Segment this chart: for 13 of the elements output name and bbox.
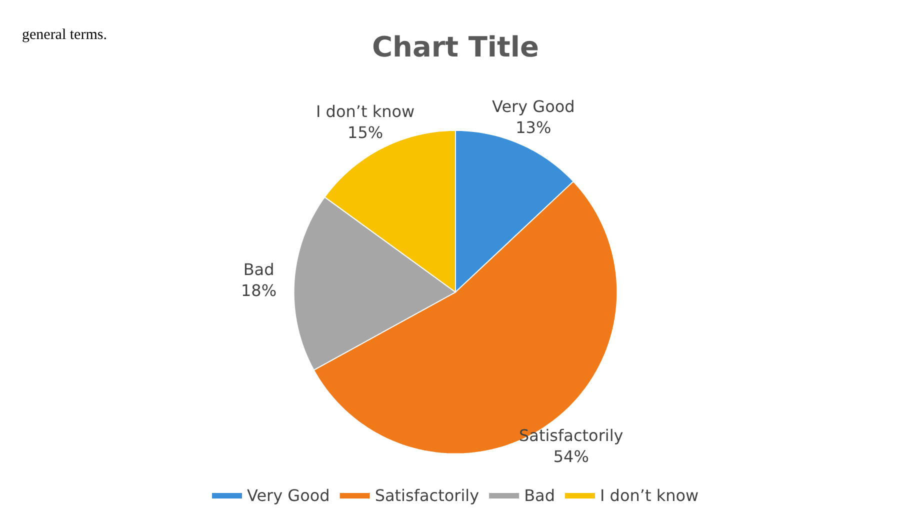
data-label: 13% bbox=[516, 118, 552, 137]
slice-label: Bad bbox=[243, 260, 274, 279]
chart-title: Chart Title bbox=[372, 30, 539, 64]
slice-label: I don’t know bbox=[316, 102, 415, 121]
legend-label: Bad bbox=[524, 486, 555, 505]
slice-label: Very Good bbox=[492, 97, 575, 116]
legend-label: I don’t know bbox=[600, 486, 699, 505]
data-label: 18% bbox=[241, 280, 277, 300]
legend-label: Satisfactorily bbox=[374, 486, 480, 505]
text: general terms. bbox=[22, 27, 107, 43]
data-label: 15% bbox=[348, 122, 384, 142]
legend-label: Very Good bbox=[247, 486, 330, 505]
data-label: 54% bbox=[553, 446, 589, 466]
